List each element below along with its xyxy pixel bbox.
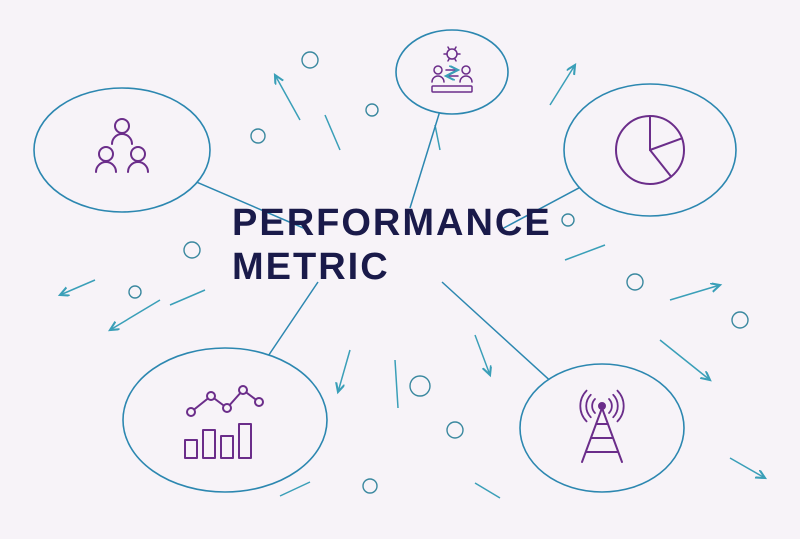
antenna-icon xyxy=(580,391,623,462)
decoration-arrow xyxy=(475,483,500,498)
decoration-circle xyxy=(627,274,643,290)
decoration-circle xyxy=(363,479,377,493)
decoration-arrow xyxy=(550,65,575,105)
main-title: PERFORMANCE METRIC xyxy=(232,202,552,289)
decoration-arrow xyxy=(565,245,605,260)
connector-line xyxy=(269,282,318,355)
decoration-circle xyxy=(251,129,265,143)
decoration-arrow xyxy=(170,290,205,305)
decoration-circle xyxy=(366,104,378,116)
decoration-arrow xyxy=(338,350,350,392)
decoration-arrow xyxy=(435,125,440,150)
decoration-circle xyxy=(447,422,463,438)
node-chart xyxy=(123,348,327,492)
decoration-arrow xyxy=(395,360,398,408)
decoration-circle xyxy=(302,52,318,68)
decoration-arrow xyxy=(280,482,310,496)
decoration-arrow xyxy=(275,75,300,120)
decoration-circle xyxy=(732,312,748,328)
decoration-circle xyxy=(562,214,574,226)
connector-line xyxy=(442,282,549,379)
decoration-arrow xyxy=(325,115,340,150)
decoration-circle xyxy=(184,242,200,258)
title-line1: PERFORMANCE xyxy=(232,202,552,246)
decoration-arrow xyxy=(660,340,710,380)
node-process xyxy=(396,30,508,114)
decoration-arrow xyxy=(475,335,490,375)
node-people xyxy=(34,88,210,212)
node-antenna xyxy=(520,364,684,492)
decoration-arrow xyxy=(730,458,765,478)
process-icon xyxy=(432,47,472,92)
decoration-arrow xyxy=(670,285,720,300)
infographic-canvas: PERFORMANCE METRIC xyxy=(0,0,800,534)
title-line2: METRIC xyxy=(232,246,552,290)
decoration-arrow xyxy=(60,280,95,295)
decoration-circle xyxy=(129,286,141,298)
chart-icon xyxy=(185,386,263,458)
decoration-circle xyxy=(410,376,430,396)
people-icon xyxy=(96,119,148,172)
pie-icon xyxy=(616,116,684,184)
connector-line xyxy=(410,113,439,208)
decoration-arrow xyxy=(110,300,160,330)
